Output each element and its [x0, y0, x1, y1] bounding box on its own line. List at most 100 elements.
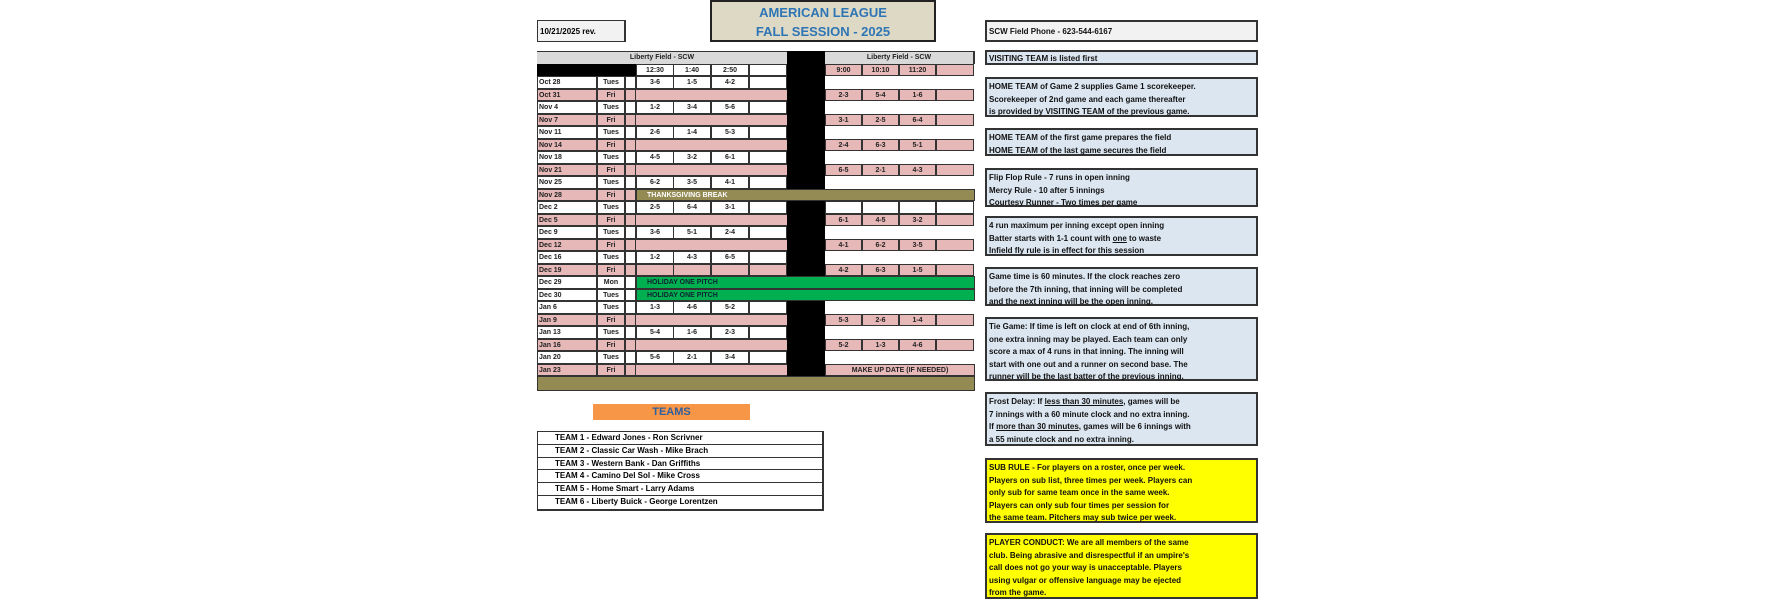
- game-cell-empty: [749, 263, 787, 276]
- divider-column: [787, 151, 825, 164]
- note-line: score a max of 4 runs in that inning. Th…: [989, 347, 1184, 357]
- day-cell: Tues: [597, 76, 625, 89]
- game-cell-empty: [749, 76, 787, 89]
- blank-cell: [625, 213, 636, 226]
- game-cell-right: [862, 201, 899, 214]
- blank-cell: [625, 288, 636, 301]
- divider-column: [787, 101, 825, 114]
- blank-cell: [625, 338, 636, 351]
- note-line: one extra inning may be played. Each tea…: [989, 334, 1188, 344]
- note-line: a 55 minute clock and no extra inning.: [989, 434, 1134, 444]
- schedule-row: Dec 16 Tues 1-2 4-3 6-5: [537, 251, 975, 264]
- rules-note: Flip Flop Rule - 7 runs in open inning Me…: [985, 168, 1258, 207]
- time-slot-left: 2:50: [711, 63, 749, 76]
- divider-column: [787, 201, 825, 214]
- game-cell-left: 1-6: [673, 326, 711, 339]
- schedule-row: Jan 20 Tues 5-6 2-1 3-4: [537, 351, 975, 364]
- player-conduct-note: PLAYER CONDUCT: We are all members of th…: [985, 533, 1258, 599]
- fri-fill: [636, 163, 787, 176]
- frost-delay-note: Frost Delay: If less than 30 minutes, ga…: [985, 392, 1258, 446]
- blank-cell: [625, 263, 636, 276]
- blank-cell: [625, 138, 636, 151]
- field-name-right: Liberty Field - SCW: [825, 51, 975, 64]
- team-row: TEAM 2 - Classic Car Wash - Mike Brach: [538, 445, 822, 458]
- game-cell-right: [825, 201, 862, 214]
- game-cell-left: 2-1: [673, 351, 711, 364]
- fri-fill: [636, 213, 787, 226]
- note-line: start with one out and a runner on secon…: [989, 359, 1188, 369]
- date-cell: Oct 28: [537, 76, 597, 89]
- game-cell-left: 6-5: [711, 251, 749, 264]
- game-cell-right: 2-6: [862, 313, 899, 326]
- game-cell-right: [899, 201, 936, 214]
- game-cell-empty: [936, 201, 974, 214]
- fri-fill: [636, 363, 787, 376]
- fri-fill: [636, 313, 787, 326]
- day-cell: Tues: [597, 126, 625, 139]
- note-line: Infield fly rule is in effect for this s…: [989, 246, 1145, 256]
- time-slot-left: 1:40: [673, 63, 711, 76]
- date-cell: Jan 9: [537, 313, 597, 326]
- note-line: from the game.: [989, 588, 1047, 598]
- blank-cell: [625, 176, 636, 189]
- blank-cell: [625, 351, 636, 364]
- schedule-row: Nov 11 Tues 2-6 1-4 5-3: [537, 126, 975, 139]
- divider-column: [787, 313, 825, 326]
- day-cell: Tues: [597, 226, 625, 239]
- game-cell-empty: [749, 201, 787, 214]
- blank-cell: [625, 188, 636, 201]
- note-line: HOME TEAM of Game 2 supplies Game 1 scor…: [989, 82, 1196, 91]
- game-cell-empty: [936, 113, 974, 126]
- game-cell-right: 6-3: [862, 138, 899, 151]
- blank-cell: [625, 76, 636, 89]
- time-slot-empty: [936, 63, 974, 76]
- time-slot-left: 12:30: [636, 63, 674, 76]
- day-cell: Tues: [597, 351, 625, 364]
- game-cell-left: 1-5: [673, 76, 711, 89]
- note-line: Scorekeeper of 2nd game and each game th…: [989, 94, 1186, 104]
- note-line: Mercy Rule - 10 after 5 innings: [989, 185, 1105, 195]
- game-cell-left: 2-6: [636, 126, 674, 139]
- note-line: only sub for same team once in the same …: [989, 488, 1170, 498]
- game-cell-empty: [936, 238, 974, 251]
- blank-cell: [625, 326, 636, 339]
- schedule-table: Liberty Field - SCW Liberty Field - SCW 12…: [537, 51, 975, 391]
- note-line: SUB RULE - For players on a roster, once…: [989, 463, 1186, 472]
- game-cell-right: 3-2: [899, 213, 936, 226]
- schedule-row: Dec 19 Fri 4-2 6-3 1-5: [537, 263, 975, 276]
- team-row: TEAM 5 - Home Smart - Larry Adams: [538, 483, 822, 496]
- day-cell: Fri: [597, 188, 625, 201]
- schedule-row: Nov 14 Fri 2-4 6-3 5-1: [537, 138, 975, 151]
- game-cell-empty: [749, 101, 787, 114]
- schedule-row: Jan 9 Fri 5-3 2-6 1-4: [537, 313, 975, 326]
- date-cell: Dec 5: [537, 213, 597, 226]
- tie-game-note: Tie Game: If time is left on clock at en…: [985, 317, 1258, 381]
- game-cell-left: 5-1: [673, 226, 711, 239]
- note-line: call does not go your way is unacceptabl…: [989, 563, 1182, 573]
- title-line-1: AMERICAN LEAGUE: [759, 5, 887, 20]
- game-cell-left: 4-2: [711, 76, 749, 89]
- divider-column: [787, 113, 825, 126]
- date-cell: Jan 13: [537, 326, 597, 339]
- day-cell: Tues: [597, 288, 625, 301]
- game-cell-right: 4-5: [862, 213, 899, 226]
- league-title: AMERICAN LEAGUE FALL SESSION - 2025: [710, 0, 936, 42]
- divider-column: [787, 176, 825, 189]
- day-cell: Fri: [597, 338, 625, 351]
- game-cell-left: 4-5: [636, 151, 674, 164]
- game-cell-left: [673, 263, 711, 276]
- game-cell-left: 2-5: [636, 201, 674, 214]
- note-line: 4 run maximum per inning except open inn…: [989, 221, 1165, 230]
- note-text: Batter starts with 1-1 count with: [989, 233, 1113, 243]
- note-line: runner will be the last batter of the pr…: [989, 372, 1184, 382]
- blank-cell: [625, 201, 636, 214]
- divider-column: [787, 163, 825, 176]
- break-banner: THANKSGIVING BREAK: [636, 188, 975, 201]
- date-cell: Nov 11: [537, 126, 597, 139]
- schedule-row: Nov 18 Tues 4-5 3-2 6-1: [537, 151, 975, 164]
- schedule-row: Nov 4 Tues 1-2 3-4 5-6: [537, 101, 975, 114]
- note-line: HOME TEAM of the last game secures the f…: [989, 145, 1167, 155]
- date-cell: Dec 2: [537, 201, 597, 214]
- divider-column: [787, 88, 825, 101]
- date-cell: Dec 30: [537, 288, 597, 301]
